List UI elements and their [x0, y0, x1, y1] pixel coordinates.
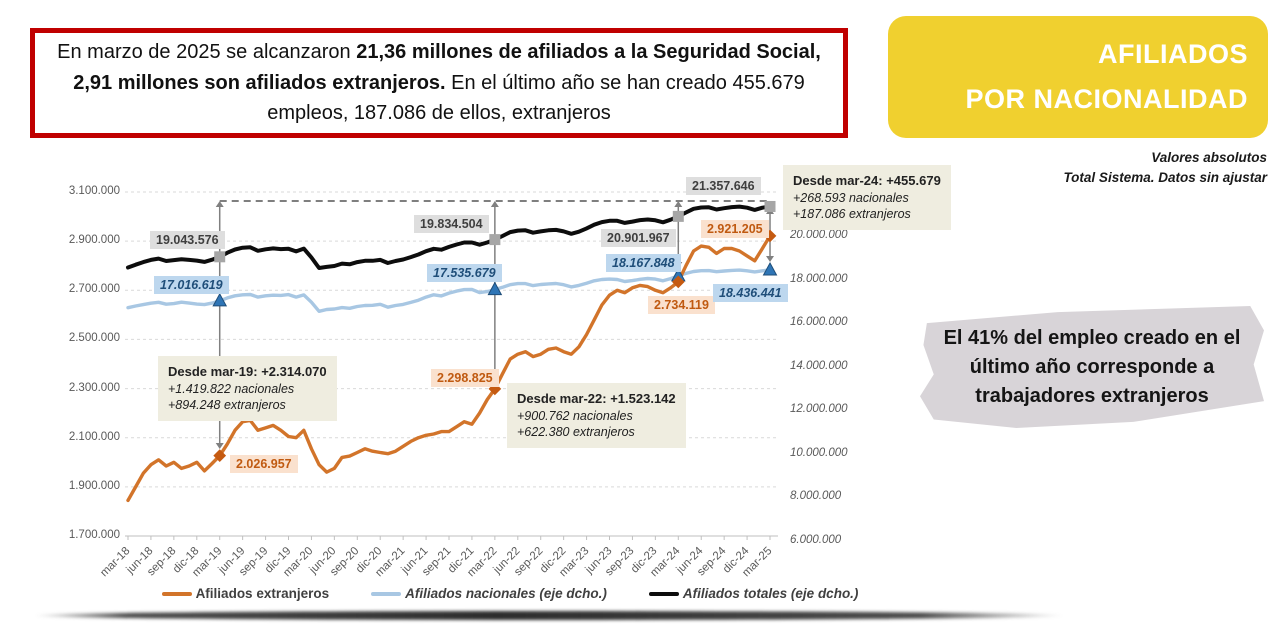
marker-triangle-nacionales [487, 281, 503, 296]
legend-item-totales: Afiliados totales (eje dcho.) [648, 586, 859, 601]
y-axis-tick-label-right: 20.000.000 [790, 229, 848, 241]
marker-triangle-nacionales [212, 292, 228, 307]
value-label-extranjeros-mar25: 2.921.205 [701, 220, 769, 238]
headline-text: En marzo de 2025 se alcanzaron 21,36 mil… [53, 37, 825, 128]
marker-square-totales [214, 251, 226, 263]
arrowhead-down [215, 443, 224, 449]
value-label-totales-mar19: 19.043.576 [150, 231, 225, 249]
y-axis-tick-label-left: 1.900.000 [68, 479, 120, 492]
marker-triangle-nacionales [762, 261, 778, 276]
headline-box: En marzo de 2025 se alcanzaron 21,36 mil… [30, 28, 848, 138]
marker-diamond-extranjeros [213, 449, 227, 463]
series-line-nacionales [126, 268, 772, 313]
subtitle-line1: Valores absolutos [1151, 150, 1267, 165]
marker-square-totales [764, 200, 776, 212]
headline-seg2-bold: 21,36 millones de afiliados a la Segurid… [73, 41, 821, 94]
y-axis-tick-label-right: 8.000.000 [790, 490, 842, 502]
headline-seg1: En marzo de 2025 se alcanzaron [57, 41, 357, 64]
title-badge: AFILIADOS POR NACIONALIDAD [888, 16, 1268, 138]
legend-swatch-totales [648, 591, 679, 596]
callout-line: +268.593 nacionales [793, 190, 909, 205]
y-axis-tick-label-right: 14.000.000 [790, 359, 848, 372]
value-label-totales-mar24: 20.901.967 [601, 229, 676, 247]
legend-swatch-extranjeros [161, 591, 192, 596]
legend-label: Afiliados extranjeros [195, 586, 330, 601]
y-axis-tick-label-right: 10.000.000 [790, 446, 848, 459]
value-label-extranjeros-mar19: 2.026.957 [230, 455, 298, 473]
y-axis-tick-label-left: 2.700.000 [68, 283, 120, 296]
y-axis-tick-label-left: 2.300.000 [68, 381, 120, 394]
y-axis-tick-label-left: 2.100.000 [68, 430, 120, 443]
callout-line: +622.380 extranjeros [517, 425, 635, 440]
marker-square-totales [489, 234, 501, 246]
chart-legend: Afiliados extranjeros Afiliados nacional… [130, 586, 890, 601]
legend-label: Afiliados nacionales (eje dcho.) [405, 586, 607, 601]
subtitle-line2: Total Sistema. Datos sin ajustar [1063, 169, 1267, 185]
callout-title: Desde mar-22: +1.523.142 [517, 391, 676, 406]
chart-subtitle: Valores absolutos Total Sistema. Datos s… [1063, 148, 1267, 187]
series-line-totales [126, 204, 773, 270]
arrowhead-up [674, 201, 683, 207]
y-axis-tick-label-right: 6.000.000 [790, 533, 842, 546]
callout-title: Desde mar-24: +455.679 [793, 173, 941, 188]
y-axis-tick-label-left: 2.500.000 [68, 332, 120, 345]
arrowhead-down [766, 256, 775, 262]
value-label-nacionales-mar19: 17.016.619 [154, 276, 229, 294]
value-label-extranjeros-mar22: 2.298.825 [431, 369, 499, 387]
value-label-totales-mar25: 21.357.646 [686, 177, 761, 195]
badge-line2: POR NACIONALIDAD [965, 84, 1248, 114]
callout-desde-mar19: Desde mar-19: +2.314.070 +1.419.822 naci… [158, 356, 337, 422]
highlight-note: El 41% del empleo creado en el último añ… [920, 306, 1264, 428]
highlight-text: El 41% del empleo creado en el último añ… [943, 326, 1241, 407]
callout-line: +900.762 nacionales [517, 408, 633, 423]
series-line-extranjeros [126, 234, 772, 503]
badge-line1: AFILIADOS [1098, 39, 1248, 69]
legend-item-extranjeros: Afiliados extranjeros [161, 586, 330, 601]
marker-square-totales [672, 210, 684, 222]
callout-desde-mar22: Desde mar-22: +1.523.142 +900.762 nacion… [507, 383, 686, 449]
value-label-nacionales-mar24: 18.167.848 [606, 254, 681, 272]
callout-line: +1.419.822 nacionales [168, 381, 295, 396]
y-axis-tick-label-right: 18.000.000 [790, 272, 848, 285]
y-axis-tick-label-right: 16.000.000 [790, 316, 848, 328]
callout-line: +187.086 extranjeros [793, 207, 911, 222]
legend-label: Afiliados totales (eje dcho.) [682, 586, 859, 601]
headline-seg3: En el último año se han creado 455.679 e… [267, 71, 805, 125]
callout-title: Desde mar-19: +2.314.070 [168, 364, 327, 379]
value-label-extranjeros-mar24: 2.734.119 [648, 296, 715, 314]
value-label-nacionales-mar25: 18.436.441 [713, 284, 788, 302]
legend-item-nacionales: Afiliados nacionales (eje dcho.) [371, 586, 607, 601]
legend-swatch-nacionales [371, 591, 402, 596]
y-axis-tick-label-left: 1.700.000 [68, 529, 120, 541]
bottom-divider [34, 611, 1064, 620]
value-label-totales-mar22: 19.834.504 [414, 215, 489, 233]
value-label-nacionales-mar22: 17.535.679 [427, 264, 502, 282]
arrowhead-up [490, 201, 499, 207]
y-axis-tick-label-left: 3.100.000 [68, 185, 120, 197]
y-axis-tick-label-right: 12.000.000 [790, 403, 848, 415]
callout-line: +894.248 extranjeros [168, 398, 286, 413]
arrowhead-up [215, 201, 224, 207]
y-axis-tick-label-left: 2.900.000 [68, 234, 120, 247]
callout-desde-mar24: Desde mar-24: +455.679 +268.593 nacional… [783, 165, 951, 231]
